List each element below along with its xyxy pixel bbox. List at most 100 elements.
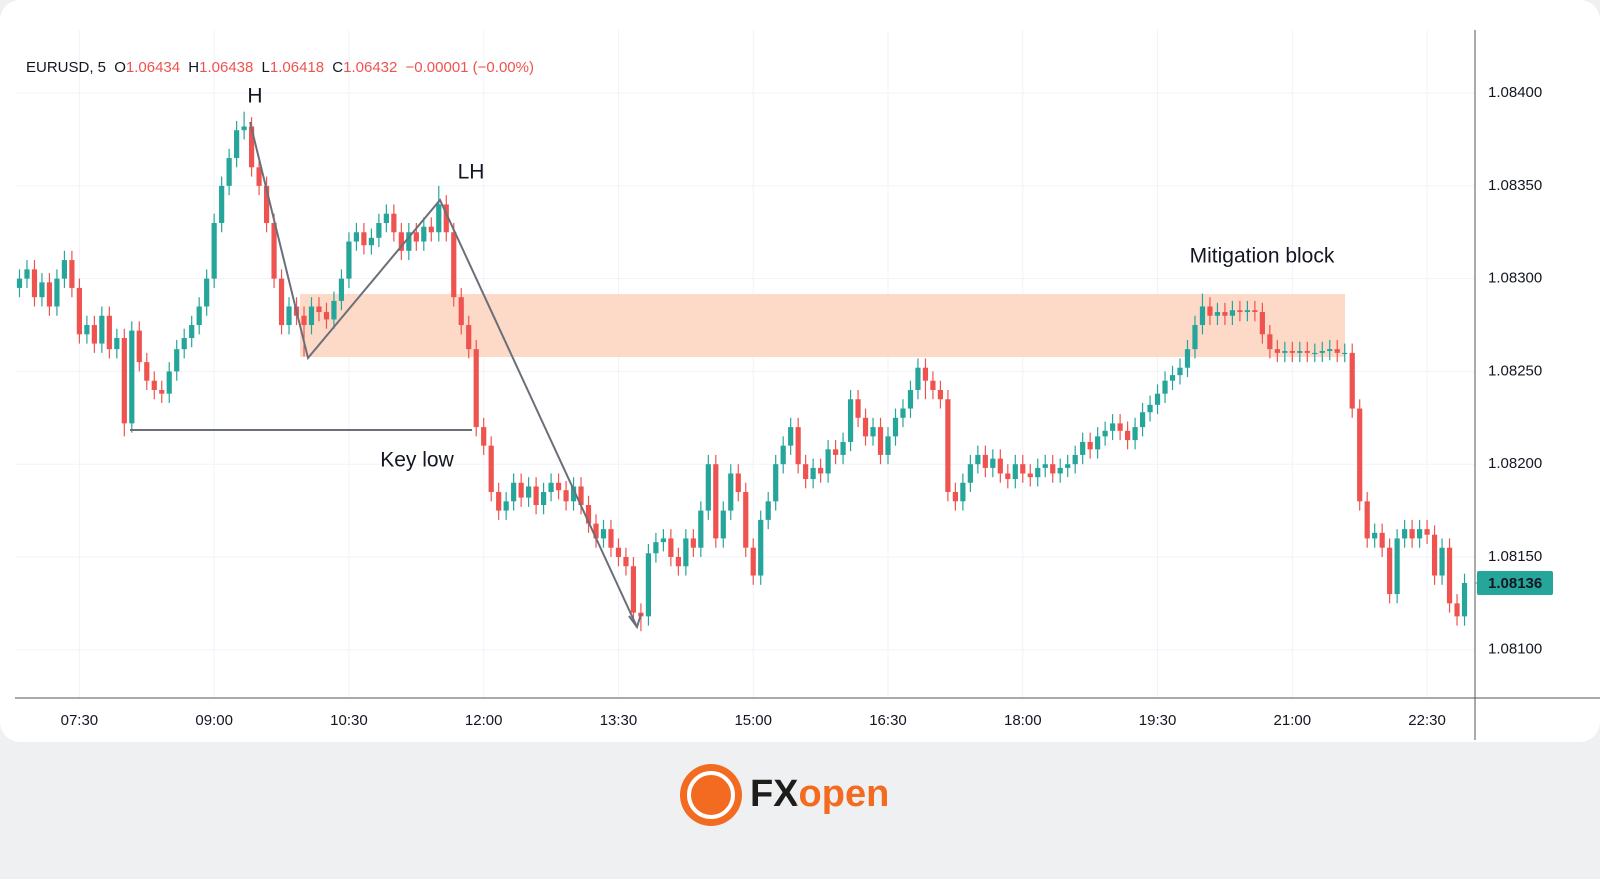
candle-body (338, 278, 345, 301)
high-label: H (188, 59, 199, 76)
candle-body (361, 232, 367, 246)
candle-body (862, 417, 869, 437)
candle-body (1319, 351, 1325, 353)
candle-body (31, 269, 38, 298)
candle-body (248, 126, 255, 168)
candle-body (600, 529, 607, 539)
candle-body (803, 464, 809, 480)
candle-body (555, 482, 562, 491)
candle-body (1454, 603, 1460, 617)
candle-body (151, 380, 157, 390)
annotation: LH (458, 161, 485, 184)
candle-body (1192, 325, 1198, 350)
candle-body (608, 529, 614, 548)
candle-body (570, 486, 577, 502)
candle-body (840, 441, 846, 455)
x-tick-label: 13:30 (600, 712, 638, 729)
candle-body (1334, 349, 1340, 353)
candle-body (585, 505, 592, 524)
candle-body (847, 399, 854, 442)
candle-body (1446, 547, 1453, 604)
candle-body (750, 547, 756, 576)
candle-body (391, 213, 397, 233)
candle-body (144, 362, 150, 381)
drawings (130, 121, 642, 630)
candle-body (518, 482, 524, 498)
candle-body (234, 130, 240, 159)
last-price-label: 1.08136 (1488, 575, 1542, 592)
candle-body (503, 501, 509, 511)
candle-body (166, 371, 172, 394)
candle-body (383, 213, 389, 223)
candle-body (436, 204, 442, 233)
last-price-tag (1477, 570, 1553, 595)
candle-body (91, 325, 97, 344)
candle-body (1139, 412, 1146, 428)
candle-body (1110, 423, 1116, 431)
candle-body (1387, 547, 1393, 595)
candle-body (593, 523, 599, 539)
candle-body (705, 464, 711, 511)
candle-body (271, 222, 277, 279)
low-value: 1.06418 (270, 59, 324, 76)
annotation: Mitigation block (1190, 245, 1335, 268)
candle-body (368, 237, 374, 246)
axes: 1.08100 1.08150 1.08200 1.08250 1.08300 1.083… (61, 84, 1553, 729)
open-label: O (114, 59, 126, 76)
candle-body (578, 486, 584, 506)
candle-body (181, 338, 187, 350)
candle-body (1020, 464, 1026, 474)
close-label: C (332, 59, 343, 76)
candle-body (488, 445, 494, 493)
candle-body (46, 282, 53, 307)
candle-body (331, 300, 337, 320)
candle-body (84, 325, 90, 335)
candle-body (323, 312, 330, 320)
candle-body (1035, 467, 1041, 478)
candle-body (1057, 467, 1063, 474)
candle-body (1184, 349, 1191, 368)
candle-body (615, 547, 622, 557)
candle-body (1372, 532, 1378, 539)
candle-body (1364, 501, 1370, 539)
candle-body (69, 260, 75, 288)
candle-body (413, 232, 419, 242)
candle-body (121, 338, 127, 424)
candle-body (159, 389, 165, 394)
change-value: −0.00001 (−0.00%) (406, 59, 534, 76)
candle-body (982, 454, 988, 468)
candle-body (308, 306, 315, 326)
x-tick-label: 07:30 (61, 712, 99, 729)
candle-body (668, 538, 674, 557)
candle-body (997, 458, 1003, 474)
candle-body (219, 185, 225, 223)
candle-body (818, 467, 824, 474)
candle-body (1312, 352, 1318, 355)
candle-body (114, 338, 120, 350)
candle-body (286, 306, 292, 326)
annotation: Key low (380, 449, 454, 472)
candle-body (885, 436, 891, 455)
candle-body (1237, 310, 1243, 313)
candle-body (675, 556, 681, 567)
candle-body (1416, 529, 1423, 539)
candle-body (780, 445, 786, 465)
y-tick-label: 1.08350 (1488, 177, 1542, 194)
candle-body (653, 542, 659, 554)
candle-body (1259, 312, 1265, 335)
candle-body (1065, 464, 1071, 468)
candle-body (773, 464, 779, 502)
candle-body (765, 501, 771, 520)
x-tick-label: 21:00 (1274, 712, 1312, 729)
candle-body (263, 185, 270, 223)
candle-body (526, 486, 532, 498)
annotation: H (247, 85, 262, 108)
candle-body (900, 408, 906, 418)
candle-body (952, 492, 958, 502)
candle-body (1042, 464, 1048, 468)
candle-body (690, 538, 696, 548)
candle-body (975, 454, 981, 465)
candle-body (451, 232, 457, 298)
candle-body (1124, 430, 1131, 441)
